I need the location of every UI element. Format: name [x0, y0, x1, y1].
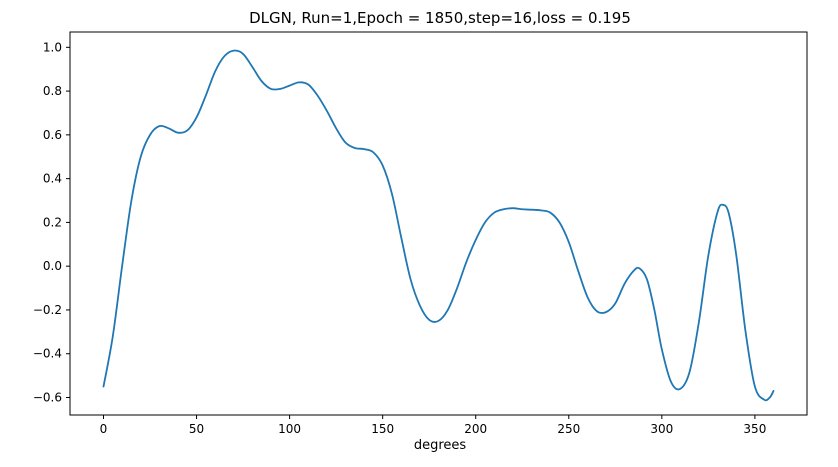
x-axis-ticks: 0 50 100 150 200 250 300 350 — [100, 415, 766, 436]
x-axis-label: degrees — [414, 438, 467, 453]
x-tick-label: 300 — [650, 422, 673, 436]
x-tick-label: 0 — [100, 422, 108, 436]
y-tick-label: 0.6 — [43, 128, 62, 142]
y-tick-label: −0.2 — [33, 303, 62, 317]
y-tick-label: 0.4 — [43, 172, 62, 186]
x-tick-label: 350 — [743, 422, 766, 436]
y-tick-label: −0.6 — [33, 390, 62, 404]
y-tick-label: −0.4 — [33, 347, 62, 361]
x-tick-label: 200 — [464, 422, 487, 436]
y-tick-label: 0.2 — [43, 215, 62, 229]
y-tick-label: 1.0 — [43, 40, 62, 54]
y-axis-ticks: −0.6 −0.4 −0.2 0.0 0.2 0.4 0.6 0.8 1.0 — [33, 40, 70, 404]
y-tick-label: 0.8 — [43, 84, 62, 98]
x-tick-label: 100 — [278, 422, 301, 436]
chart-title: DLGN, Run=1,Epoch = 1850,step=16,loss = … — [249, 9, 631, 27]
x-tick-label: 50 — [189, 422, 204, 436]
x-tick-label: 250 — [557, 422, 580, 436]
plot-area-frame — [69, 31, 808, 416]
x-tick-label: 150 — [371, 422, 394, 436]
series-line — [102, 49, 775, 402]
y-tick-label: 0.0 — [43, 259, 62, 273]
